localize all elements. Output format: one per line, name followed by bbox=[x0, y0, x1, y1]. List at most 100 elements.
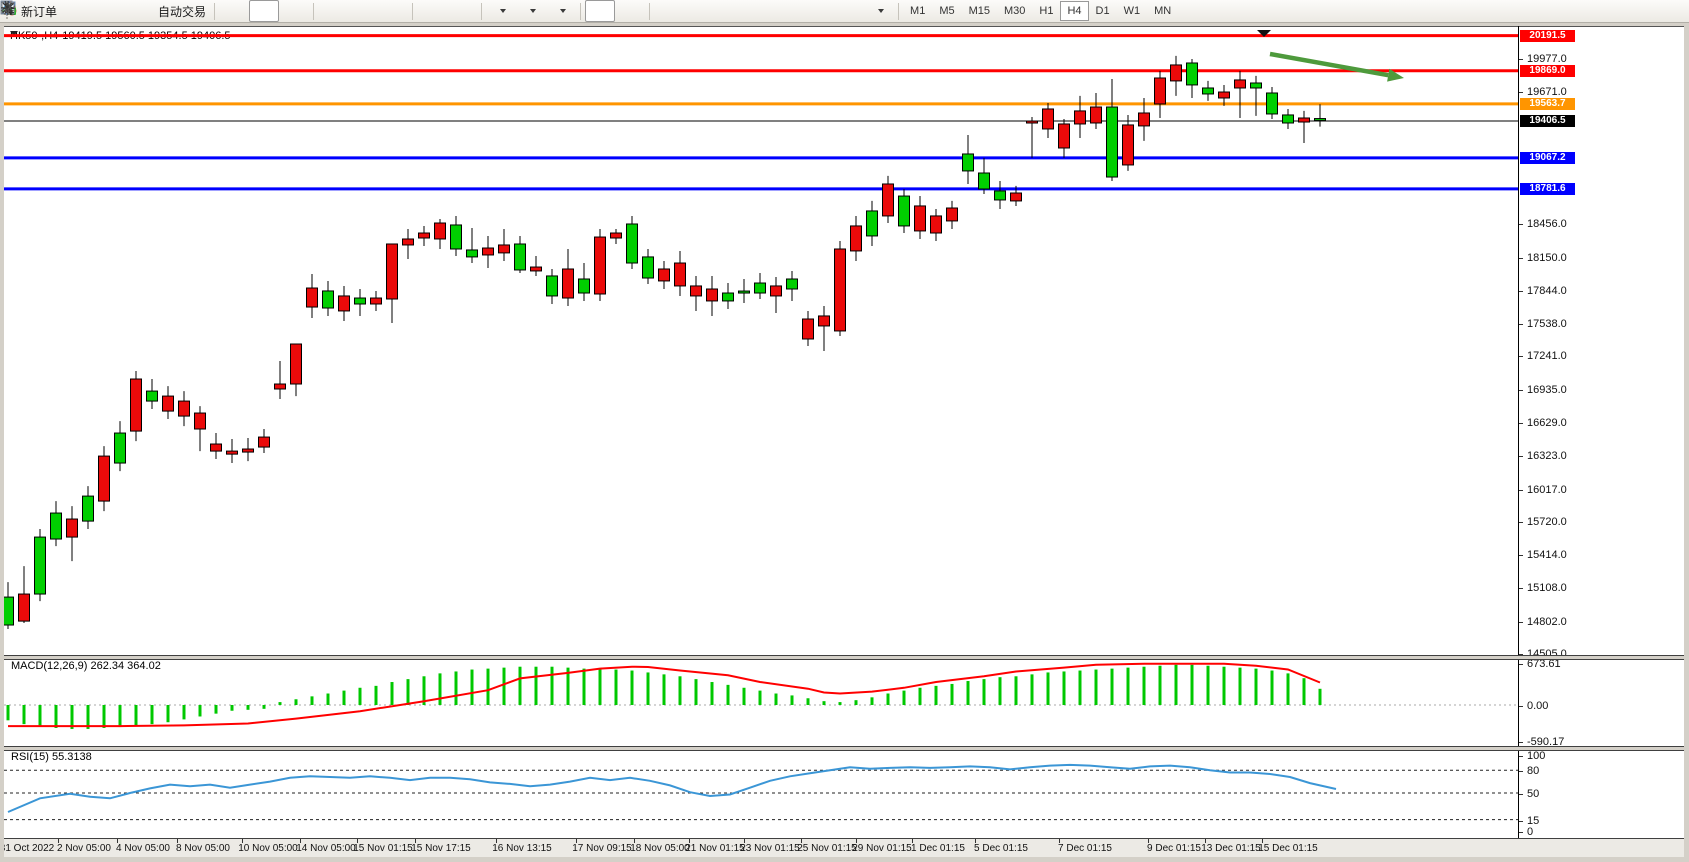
price-tick-label: 15108.0 bbox=[1527, 582, 1567, 595]
rsi-label: RSI(15) 55.3138 bbox=[11, 751, 92, 763]
macd-histogram-bar bbox=[1078, 670, 1082, 705]
time-tick bbox=[1262, 839, 1263, 843]
trend-arrow-line[interactable] bbox=[1269, 51, 1389, 78]
autotrading-button[interactable]: 自动交易 bbox=[1, 0, 210, 22]
scroll-marker-icon[interactable] bbox=[1257, 30, 1271, 37]
vertical-line-button[interactable] bbox=[7, 0, 684, 22]
candle-body bbox=[178, 400, 190, 417]
zoom-out-button[interactable] bbox=[1, 0, 378, 22]
trendline-button[interactable] bbox=[1, 0, 744, 22]
price-tick bbox=[1519, 356, 1523, 358]
timeframe-h1[interactable]: H1 bbox=[1039, 5, 1054, 17]
price-tick-label: 17241.0 bbox=[1527, 350, 1567, 363]
macd-histogram-bar bbox=[870, 697, 874, 705]
price-tick bbox=[1519, 92, 1523, 94]
time-tick bbox=[58, 839, 59, 843]
price-scale[interactable]: 19977.0 19671.0 18456.0 18150.0 17844.0 … bbox=[1519, 26, 1684, 839]
time-axis[interactable]: 31 Oct 2022 2 Nov 05:00 4 Nov 05:00 8 No… bbox=[0, 838, 1689, 858]
macd-histogram-bar bbox=[374, 685, 378, 705]
timeframe-m30[interactable]: M30 bbox=[1004, 5, 1026, 17]
scale-border bbox=[1518, 26, 1519, 838]
rsi-tick-label: 0 bbox=[1527, 826, 1534, 838]
candle-body bbox=[866, 210, 878, 237]
pane-divider-rsi[interactable] bbox=[0, 746, 1689, 751]
timeframe-w1[interactable]: W1 bbox=[1123, 5, 1141, 17]
time-label: 23 Nov 01:15 bbox=[740, 843, 800, 854]
macd-histogram-bar bbox=[182, 704, 186, 720]
horizontal-line-button[interactable] bbox=[1, 0, 714, 22]
candle-body bbox=[1202, 87, 1214, 95]
toolbar-separator bbox=[313, 2, 315, 20]
tile-windows-button[interactable] bbox=[1, 0, 408, 22]
pane-divider-macd[interactable] bbox=[0, 655, 1689, 660]
time-label: 9 Dec 01:15 bbox=[1147, 843, 1201, 854]
timeframe-m1[interactable]: M1 bbox=[910, 5, 926, 17]
timeframe-d1[interactable]: D1 bbox=[1095, 5, 1110, 17]
window-bottom-edge bbox=[0, 857, 1689, 862]
time-label: 31 Oct 2022 bbox=[0, 843, 55, 854]
candle-body bbox=[1074, 110, 1086, 125]
macd-histogram-bar bbox=[246, 704, 250, 710]
macd-histogram-bar bbox=[102, 704, 106, 728]
price-tick bbox=[1519, 422, 1523, 424]
candle-body bbox=[18, 593, 30, 622]
macd-histogram-bar bbox=[742, 687, 746, 705]
arrows-button[interactable] bbox=[2, 0, 894, 22]
rsi-pane[interactable]: RSI(15) 55.3138 bbox=[4, 749, 1518, 838]
time-label: 10 Nov 05:00 bbox=[238, 843, 298, 854]
macd-pane[interactable]: MACD(12,26,9) 262.34 364.02 bbox=[4, 658, 1518, 746]
autotrading-button-label: 自动交易 bbox=[158, 4, 207, 19]
timeframe-m5[interactable]: M5 bbox=[939, 5, 955, 17]
periods-button[interactable] bbox=[1, 0, 546, 22]
macd-histogram-bar bbox=[310, 696, 314, 705]
macd-histogram-bar bbox=[774, 693, 778, 705]
price-level-flag: 18781.6 bbox=[1520, 182, 1575, 195]
timeframe-m15[interactable]: M15 bbox=[968, 5, 990, 17]
time-label: 2 Nov 05:00 bbox=[57, 843, 111, 854]
candle-body bbox=[642, 256, 654, 279]
text-button[interactable]: A bbox=[4, 0, 834, 22]
cursor-button[interactable] bbox=[5, 0, 616, 22]
templates-button[interactable] bbox=[0, 0, 576, 22]
macd-histogram-bar bbox=[806, 698, 810, 705]
macd-histogram-bar bbox=[950, 683, 954, 705]
toolbar-separator bbox=[412, 2, 414, 20]
macd-chart[interactable] bbox=[4, 658, 1518, 746]
rsi-chart[interactable] bbox=[4, 749, 1518, 838]
timeframe-h4[interactable]: H4 bbox=[1060, 1, 1089, 21]
timeframe-mn[interactable]: MN bbox=[1154, 5, 1172, 17]
new-order-button[interactable]: 新订单 bbox=[0, 0, 61, 22]
rsi-tick-label: 80 bbox=[1527, 765, 1540, 778]
candlestick-chart-button[interactable] bbox=[2, 0, 280, 22]
crosshair-button[interactable] bbox=[1, 0, 645, 22]
time-label: 25 Nov 01:15 bbox=[797, 843, 857, 854]
candlestick-chart[interactable] bbox=[4, 27, 1518, 656]
time-tick bbox=[117, 839, 118, 843]
macd-histogram-bar bbox=[902, 690, 906, 705]
text-label-button[interactable]: T bbox=[1, 0, 864, 22]
bar-chart-button[interactable] bbox=[2, 0, 249, 22]
macd-histogram-bar bbox=[1158, 665, 1162, 705]
main-chart-pane[interactable]: HK50-,H4 19419.5 19560.5 19354.5 19406.5 bbox=[4, 26, 1518, 656]
toolbar-separator bbox=[649, 2, 651, 20]
candle-body bbox=[66, 518, 78, 538]
macd-histogram-bar bbox=[630, 670, 634, 705]
fibonacci-button[interactable]: F bbox=[1, 0, 804, 22]
zoom-in-button[interactable] bbox=[1, 0, 348, 22]
candle-body bbox=[482, 247, 494, 256]
candle-body bbox=[690, 285, 702, 297]
signals-button[interactable] bbox=[1, 0, 151, 22]
market-watch-button[interactable] bbox=[1, 0, 91, 22]
price-tick bbox=[1519, 324, 1523, 326]
equidistant-channel-button[interactable]: E bbox=[0, 0, 774, 22]
price-tick bbox=[1519, 588, 1523, 590]
line-chart-button[interactable] bbox=[1, 0, 309, 22]
chart-shift-button[interactable] bbox=[1, 0, 477, 22]
candle-body bbox=[146, 390, 158, 402]
indicators-button[interactable] bbox=[0, 0, 516, 22]
candle-body bbox=[418, 232, 430, 239]
candle-body bbox=[226, 450, 238, 455]
candle-body bbox=[386, 243, 398, 300]
auto-scroll-button[interactable] bbox=[1, 0, 447, 22]
data-window-button[interactable] bbox=[1, 0, 121, 22]
